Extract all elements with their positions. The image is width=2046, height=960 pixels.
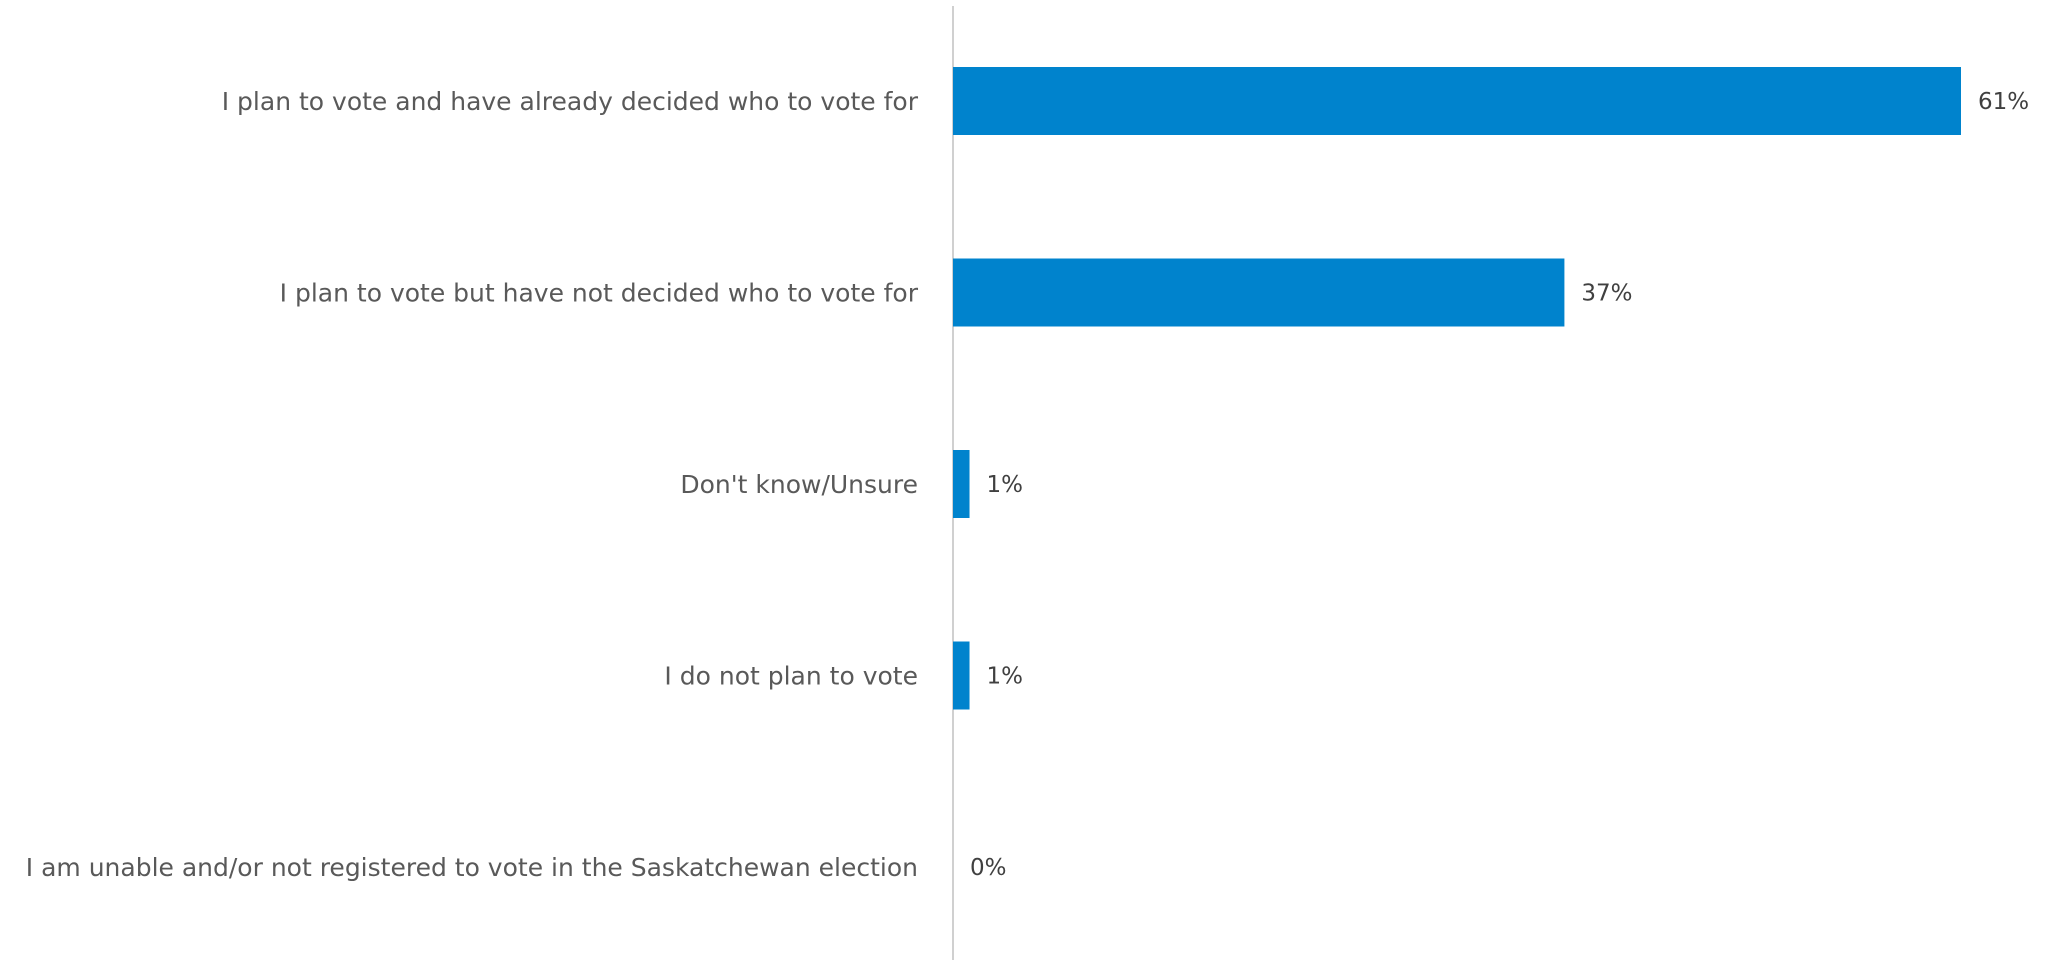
bars-group: [953, 67, 1961, 710]
category-label-5: I am unable and/or not registered to vot…: [26, 853, 918, 882]
category-label-2: I plan to vote but have not decided who …: [280, 279, 919, 308]
category-labels-group: I plan to vote and have already decided …: [26, 87, 919, 882]
value-label-4: 1%: [987, 664, 1024, 690]
bar-2: [953, 258, 1565, 327]
bar-4: [953, 641, 970, 710]
category-label-3: Don't know/Unsure: [680, 470, 918, 499]
value-label-2: 37%: [1581, 281, 1632, 307]
value-labels-group: 61% 37% 1% 1% 0%: [970, 89, 2029, 881]
category-label-1: I plan to vote and have already decided …: [222, 87, 919, 116]
bar-3: [953, 450, 970, 518]
value-label-5: 0%: [970, 855, 1007, 881]
category-label-4: I do not plan to vote: [664, 662, 918, 691]
bar-1: [953, 67, 1961, 135]
value-label-3: 1%: [987, 472, 1024, 498]
value-label-1: 61%: [1978, 89, 2029, 115]
